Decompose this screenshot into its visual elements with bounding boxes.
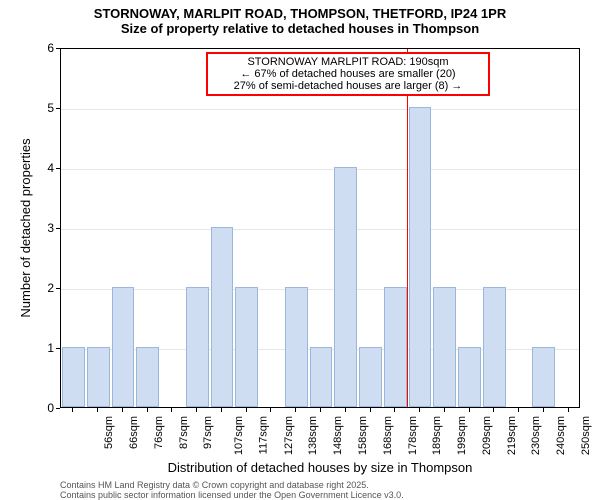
bar (532, 347, 555, 407)
title-line-1: STORNOWAY, MARLPIT ROAD, THOMPSON, THETF… (0, 6, 600, 21)
bar (483, 287, 506, 407)
bar (211, 227, 234, 407)
title-line-2: Size of property relative to detached ho… (0, 21, 600, 36)
x-tick-label: 168sqm (382, 416, 394, 455)
x-axis-title: Distribution of detached houses by size … (60, 460, 580, 475)
y-tick-label: 6 (36, 41, 54, 55)
y-tick-mark (56, 108, 60, 109)
bar (409, 107, 432, 407)
bar (235, 287, 258, 407)
bar (384, 287, 407, 407)
y-tick-label: 3 (36, 221, 54, 235)
y-tick-label: 4 (36, 161, 54, 175)
x-tick-label: 230sqm (530, 416, 542, 455)
x-tick-mark (444, 408, 445, 412)
x-tick-label: 158sqm (357, 416, 369, 455)
gridline (61, 169, 579, 170)
annotation-line-1: ← 67% of detached houses are smaller (20… (212, 68, 484, 80)
bar (136, 347, 159, 407)
x-tick-mark (270, 408, 271, 412)
y-tick-mark (56, 288, 60, 289)
x-tick-mark (320, 408, 321, 412)
bar (458, 347, 481, 407)
chart-title: STORNOWAY, MARLPIT ROAD, THOMPSON, THETF… (0, 6, 600, 36)
footer-line-1: Contains HM Land Registry data © Crown c… (60, 480, 404, 490)
x-tick-label: 209sqm (481, 416, 493, 455)
x-tick-mark (147, 408, 148, 412)
x-tick-mark (543, 408, 544, 412)
y-tick-label: 1 (36, 341, 54, 355)
bar (285, 287, 308, 407)
footer-line-2: Contains public sector information licen… (60, 490, 404, 500)
x-tick-mark (370, 408, 371, 412)
x-tick-mark (246, 408, 247, 412)
x-tick-mark (171, 408, 172, 412)
y-tick-mark (56, 48, 60, 49)
x-tick-label: 107sqm (233, 416, 245, 455)
y-tick-label: 5 (36, 101, 54, 115)
y-axis-title: Number of detached properties (18, 48, 33, 408)
y-tick-label: 2 (36, 281, 54, 295)
bar (87, 347, 110, 407)
x-tick-label: 76sqm (153, 416, 165, 449)
x-tick-mark (122, 408, 123, 412)
x-tick-mark (221, 408, 222, 412)
annotation-box: STORNOWAY MARLPIT ROAD: 190sqm← 67% of d… (206, 52, 490, 96)
y-tick-mark (56, 348, 60, 349)
bar (112, 287, 135, 407)
x-tick-label: 66sqm (128, 416, 140, 449)
y-tick-label: 0 (36, 401, 54, 415)
bar (310, 347, 333, 407)
annotation-line-0: STORNOWAY MARLPIT ROAD: 190sqm (212, 56, 484, 68)
annotation-line-2: 27% of semi-detached houses are larger (… (212, 80, 484, 92)
x-tick-label: 240sqm (555, 416, 567, 455)
x-tick-mark (72, 408, 73, 412)
x-tick-label: 148sqm (332, 416, 344, 455)
x-tick-label: 178sqm (407, 416, 419, 455)
x-tick-mark (493, 408, 494, 412)
x-tick-label: 127sqm (283, 416, 295, 455)
x-tick-label: 219sqm (506, 416, 518, 455)
x-tick-label: 97sqm (202, 416, 214, 449)
x-tick-label: 56sqm (103, 416, 115, 449)
highlight-line (407, 49, 408, 407)
x-tick-mark (295, 408, 296, 412)
x-tick-mark (419, 408, 420, 412)
gridline (61, 109, 579, 110)
bar (186, 287, 209, 407)
x-tick-mark (394, 408, 395, 412)
bar (359, 347, 382, 407)
x-tick-label: 189sqm (431, 416, 443, 455)
x-tick-label: 250sqm (580, 416, 592, 455)
bar (334, 167, 357, 407)
x-tick-label: 87sqm (178, 416, 190, 449)
x-tick-mark (518, 408, 519, 412)
y-tick-mark (56, 408, 60, 409)
plot-area (60, 48, 580, 408)
x-tick-mark (97, 408, 98, 412)
y-tick-mark (56, 228, 60, 229)
gridline (61, 229, 579, 230)
x-tick-mark (568, 408, 569, 412)
chart-container: STORNOWAY, MARLPIT ROAD, THOMPSON, THETF… (0, 0, 600, 500)
bar (62, 347, 85, 407)
y-tick-mark (56, 168, 60, 169)
footer: Contains HM Land Registry data © Crown c… (60, 480, 404, 500)
x-tick-mark (345, 408, 346, 412)
x-tick-mark (196, 408, 197, 412)
x-tick-mark (469, 408, 470, 412)
x-tick-label: 199sqm (456, 416, 468, 455)
x-tick-label: 117sqm (257, 416, 269, 454)
x-tick-label: 138sqm (308, 416, 320, 455)
bar (433, 287, 456, 407)
